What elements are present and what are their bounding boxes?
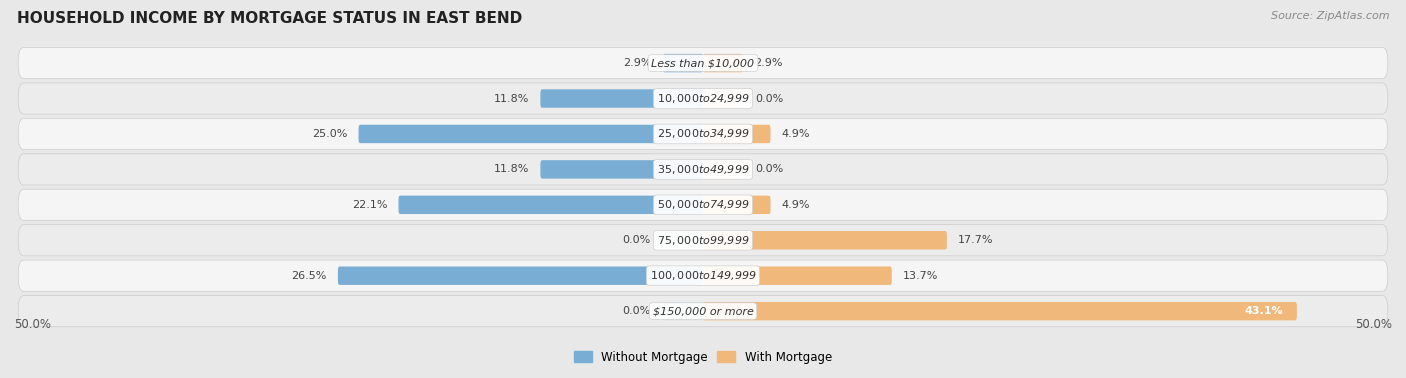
Text: 50.0%: 50.0%	[14, 318, 51, 331]
Text: $50,000 to $74,999: $50,000 to $74,999	[657, 198, 749, 211]
Text: 0.0%: 0.0%	[755, 164, 783, 174]
Text: 11.8%: 11.8%	[494, 164, 530, 174]
Text: 4.9%: 4.9%	[782, 200, 810, 210]
FancyBboxPatch shape	[18, 225, 1388, 256]
FancyBboxPatch shape	[540, 160, 703, 179]
Text: 0.0%: 0.0%	[623, 306, 651, 316]
Text: $35,000 to $49,999: $35,000 to $49,999	[657, 163, 749, 176]
FancyBboxPatch shape	[662, 302, 703, 321]
Text: Source: ZipAtlas.com: Source: ZipAtlas.com	[1271, 11, 1389, 21]
Text: 13.7%: 13.7%	[903, 271, 938, 281]
FancyBboxPatch shape	[703, 160, 744, 179]
FancyBboxPatch shape	[703, 231, 946, 249]
FancyBboxPatch shape	[398, 196, 703, 214]
Text: 2.9%: 2.9%	[754, 58, 783, 68]
FancyBboxPatch shape	[18, 260, 1388, 291]
FancyBboxPatch shape	[18, 83, 1388, 114]
Text: 0.0%: 0.0%	[623, 235, 651, 245]
FancyBboxPatch shape	[18, 296, 1388, 327]
FancyBboxPatch shape	[337, 266, 703, 285]
Text: 25.0%: 25.0%	[312, 129, 347, 139]
Text: 4.9%: 4.9%	[782, 129, 810, 139]
FancyBboxPatch shape	[18, 118, 1388, 150]
Text: 26.5%: 26.5%	[291, 271, 326, 281]
FancyBboxPatch shape	[359, 125, 703, 143]
Text: 22.1%: 22.1%	[352, 200, 388, 210]
FancyBboxPatch shape	[703, 196, 770, 214]
Text: $10,000 to $24,999: $10,000 to $24,999	[657, 92, 749, 105]
FancyBboxPatch shape	[18, 154, 1388, 185]
Text: $100,000 to $149,999: $100,000 to $149,999	[650, 269, 756, 282]
FancyBboxPatch shape	[662, 231, 703, 249]
Text: $25,000 to $34,999: $25,000 to $34,999	[657, 127, 749, 141]
Text: Less than $10,000: Less than $10,000	[651, 58, 755, 68]
FancyBboxPatch shape	[703, 54, 742, 72]
FancyBboxPatch shape	[703, 125, 770, 143]
FancyBboxPatch shape	[540, 89, 703, 108]
FancyBboxPatch shape	[703, 89, 744, 108]
FancyBboxPatch shape	[664, 54, 703, 72]
Text: HOUSEHOLD INCOME BY MORTGAGE STATUS IN EAST BEND: HOUSEHOLD INCOME BY MORTGAGE STATUS IN E…	[17, 11, 522, 26]
Text: $150,000 or more: $150,000 or more	[652, 306, 754, 316]
FancyBboxPatch shape	[18, 48, 1388, 79]
Text: 43.1%: 43.1%	[1244, 306, 1284, 316]
Text: 50.0%: 50.0%	[1355, 318, 1392, 331]
Text: 11.8%: 11.8%	[494, 93, 530, 104]
Text: 2.9%: 2.9%	[623, 58, 652, 68]
Legend: Without Mortgage, With Mortgage: Without Mortgage, With Mortgage	[569, 346, 837, 368]
FancyBboxPatch shape	[703, 302, 1296, 321]
Text: $75,000 to $99,999: $75,000 to $99,999	[657, 234, 749, 247]
Text: 0.0%: 0.0%	[755, 93, 783, 104]
FancyBboxPatch shape	[703, 266, 891, 285]
FancyBboxPatch shape	[18, 189, 1388, 220]
Text: 17.7%: 17.7%	[957, 235, 994, 245]
